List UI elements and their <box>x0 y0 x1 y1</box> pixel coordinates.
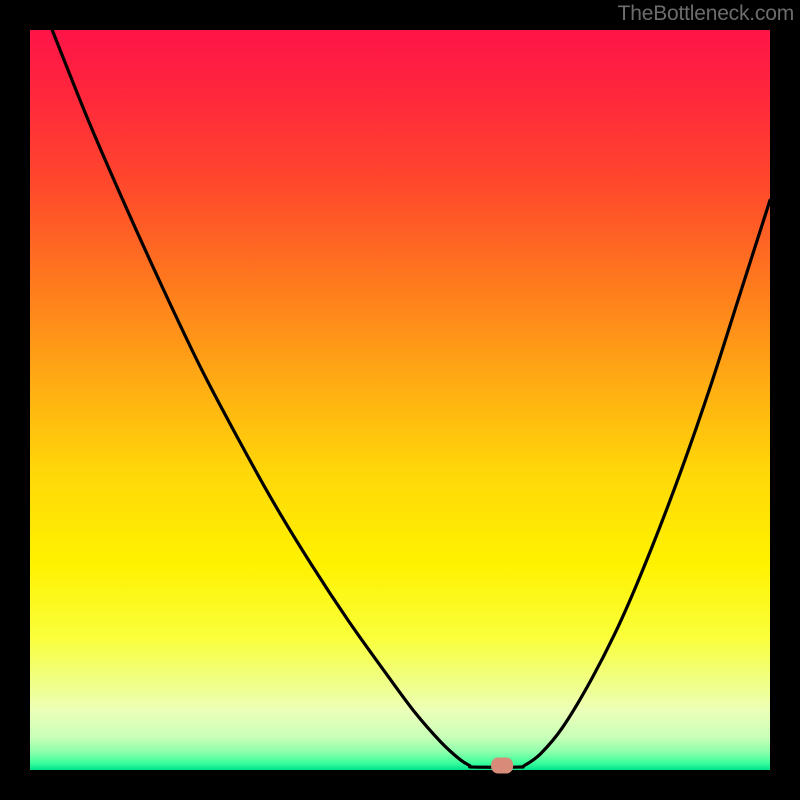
optimum-marker <box>491 758 513 774</box>
chart-container: TheBottleneck.com <box>0 0 800 800</box>
watermark-text: TheBottleneck.com <box>618 2 794 26</box>
plot-background <box>30 30 770 770</box>
bottleneck-chart <box>0 0 800 800</box>
